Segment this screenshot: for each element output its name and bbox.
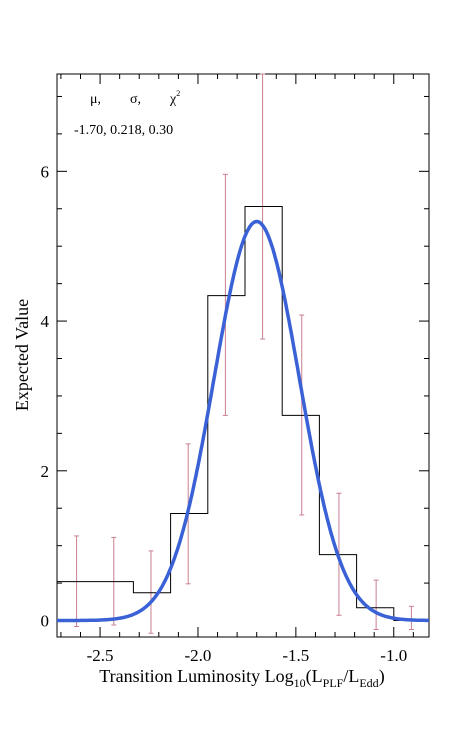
y-tick-labels: 0 2 4 6	[41, 162, 50, 630]
error-bar	[373, 579, 379, 631]
x-tick-label: -2.5	[87, 646, 114, 665]
x-label-open: (L	[306, 666, 323, 687]
annotation-sigma: σ,	[130, 92, 141, 107]
x-label-sub-edd: Edd	[359, 676, 378, 690]
annotation-mu: μ,	[90, 92, 101, 107]
annotation-chi-symbol: χ	[169, 92, 177, 107]
gaussian-fit-curve	[57, 219, 429, 623]
error-bar	[222, 173, 228, 416]
plot-frame	[56, 73, 430, 638]
error-bars	[74, 73, 414, 634]
annotation-values: -1.70, 0.218, 0.30	[74, 123, 173, 138]
x-tick-labels: -2.5 -2.0 -1.5 -1.0	[87, 646, 408, 665]
x-label-sub-plf: PLF	[323, 676, 344, 690]
y-axis-label: Expected Value	[12, 299, 32, 411]
histogram-steps	[57, 206, 429, 621]
x-tick-label: -1.0	[380, 646, 407, 665]
axis-ticks	[57, 74, 429, 637]
x-label-slash: /L	[343, 666, 359, 686]
x-label-sub-10: 10	[294, 676, 306, 690]
annotation-chi: χ2	[169, 89, 180, 107]
x-label-main: Transition Luminosity Log	[99, 666, 293, 686]
y-tick-label: 0	[41, 612, 50, 631]
error-bar	[408, 605, 414, 631]
y-tick-label: 2	[41, 462, 50, 481]
x-tick-label: -2.0	[185, 646, 212, 665]
y-tick-label: 4	[41, 312, 50, 331]
x-axis-label: Transition Luminosity Log10(LPLF/LEdd)	[99, 666, 384, 690]
y-tick-label: 6	[41, 162, 50, 181]
x-tick-label: -1.5	[282, 646, 309, 665]
annotation-chi-superscript: 2	[176, 89, 180, 98]
error-bar	[148, 550, 154, 634]
x-label-close: )	[379, 666, 385, 687]
